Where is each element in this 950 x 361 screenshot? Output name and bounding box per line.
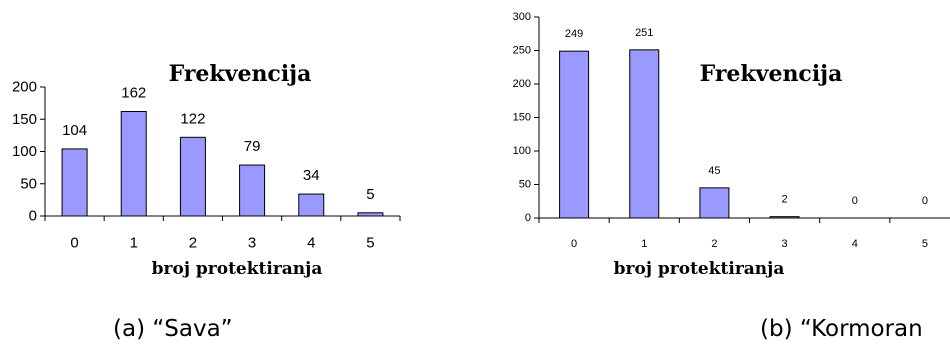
caption-b: (b) “Kormoran bbox=[760, 316, 923, 342]
chart-a-title: Frekvencija bbox=[169, 61, 312, 87]
chart-b-bar bbox=[769, 216, 800, 219]
chart-b-category-label: 1 bbox=[641, 238, 647, 250]
chart-a-category-label: 0 bbox=[70, 235, 78, 252]
chart-b-data-label: 0 bbox=[922, 195, 928, 207]
chart-a-category-label: 3 bbox=[248, 235, 256, 252]
chart-a-y-tick-label: 50 bbox=[20, 175, 37, 192]
chart-a-y-tick-label: 150 bbox=[12, 111, 37, 128]
chart-b-y-tick-label: 100 bbox=[513, 145, 531, 157]
chart-b-y-tick-label: 300 bbox=[513, 11, 531, 23]
chart-a-x-axis-title: broj protektiranja bbox=[152, 259, 323, 279]
chart-b-x-axis-title: broj protektiranja bbox=[614, 259, 785, 279]
chart-a-data-label: 122 bbox=[180, 110, 205, 127]
chart-a-data-label: 104 bbox=[62, 122, 87, 139]
chart-a-bar bbox=[120, 111, 147, 217]
chart-b-bar bbox=[699, 187, 730, 219]
chart-b-category-label: 5 bbox=[922, 238, 928, 250]
chart-b-title: Frekvencija bbox=[700, 61, 843, 87]
chart-b-category-label: 4 bbox=[852, 238, 858, 250]
chart-b-category-label: 0 bbox=[571, 238, 577, 250]
chart-a-bar bbox=[239, 164, 266, 217]
caption-a: (a) “Sava” bbox=[113, 316, 233, 342]
chart-a-bar bbox=[298, 193, 325, 217]
chart-a-data-label: 34 bbox=[303, 167, 320, 184]
chart-b-y-tick-label: 150 bbox=[513, 112, 531, 124]
chart-a-y-tick-label: 200 bbox=[12, 79, 37, 96]
chart-a-category-label: 5 bbox=[366, 235, 374, 252]
chart-b-data-label: 251 bbox=[635, 27, 653, 39]
chart-a-bar bbox=[179, 136, 206, 217]
chart-a-category-label: 2 bbox=[189, 235, 197, 252]
chart-b-category-label: 3 bbox=[782, 238, 788, 250]
chart-b-data-label: 45 bbox=[708, 165, 720, 177]
chart-b-y-tick-label: 200 bbox=[513, 78, 531, 90]
chart-a-data-label: 162 bbox=[121, 85, 146, 102]
chart-b-y-tick-label: 0 bbox=[525, 212, 531, 224]
chart-b-data-label: 249 bbox=[565, 28, 583, 40]
chart-a-category-label: 4 bbox=[307, 235, 315, 252]
chart-a-bar bbox=[61, 148, 88, 217]
chart-a-category-label: 1 bbox=[130, 235, 138, 252]
chart-b-y-tick-label: 250 bbox=[513, 45, 531, 57]
chart-a-data-label: 5 bbox=[366, 186, 374, 203]
chart-a-y-tick-label: 0 bbox=[29, 208, 37, 225]
chart-a-bar bbox=[357, 212, 384, 217]
chart-b-category-label: 2 bbox=[711, 238, 717, 250]
chart-a-data-label: 79 bbox=[244, 138, 261, 155]
chart-b-bar bbox=[559, 50, 590, 219]
chart-a-y-tick-label: 100 bbox=[12, 143, 37, 160]
chart-b-data-label: 0 bbox=[852, 195, 858, 207]
chart-b-y-tick-label: 50 bbox=[519, 179, 531, 191]
chart-b-data-label: 2 bbox=[782, 194, 788, 206]
chart-b-bar bbox=[629, 49, 660, 219]
